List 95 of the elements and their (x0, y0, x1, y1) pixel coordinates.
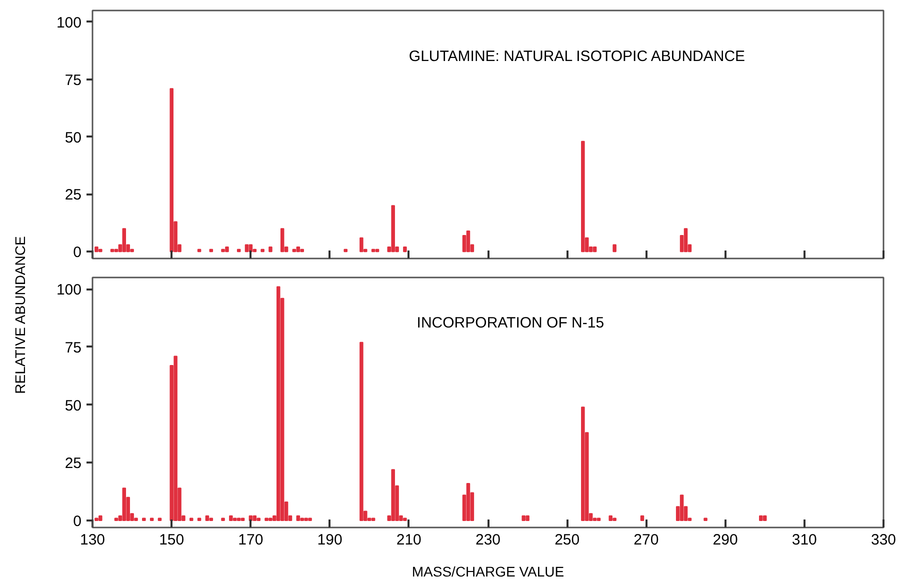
bar (268, 518, 272, 522)
bar (684, 228, 688, 252)
bar (522, 515, 526, 522)
bar (122, 228, 126, 252)
y-tick-label: 100 (56, 14, 82, 32)
bar (142, 518, 146, 522)
y-tick-label: 50 (64, 129, 82, 146)
bar (296, 246, 300, 252)
bar (612, 518, 616, 522)
bar (292, 248, 296, 252)
y-tick-label: 100 (56, 282, 82, 299)
bar (98, 248, 102, 252)
bar (360, 342, 364, 522)
bar (581, 406, 585, 522)
bar (296, 515, 300, 522)
y-tick-label: 75 (64, 72, 82, 89)
text: INCORPORATION OF N-15 (416, 314, 604, 332)
bar (209, 518, 214, 522)
bar (221, 248, 225, 252)
bar (209, 248, 214, 252)
y-tick-label: 25 (64, 186, 82, 204)
bar (592, 246, 597, 252)
bar (466, 483, 470, 522)
bar (189, 518, 194, 522)
x-axis-title: MASS/CHARGE VALUE (412, 564, 564, 580)
bar (244, 244, 249, 252)
x-tick-label: 290 (712, 532, 738, 548)
bar (680, 494, 684, 522)
bar (762, 515, 767, 522)
x-tick-label: 310 (792, 532, 817, 548)
bar (403, 518, 407, 522)
x-tick-label: 210 (396, 532, 422, 548)
y-axis-title: RELATIVE ABUNDANCE (11, 235, 29, 396)
bar (236, 248, 241, 252)
bar (221, 518, 225, 522)
x-tick-label: 250 (554, 532, 580, 548)
bar (596, 518, 601, 522)
x-tick-label: 130 (80, 532, 106, 548)
x-tick-label: 330 (870, 532, 896, 548)
bar (94, 518, 98, 522)
bar (205, 515, 210, 522)
bar (197, 248, 202, 252)
bar (236, 518, 241, 522)
bar (158, 518, 162, 522)
bar (229, 515, 233, 522)
y-tick-label: 75 (64, 339, 82, 356)
bar (252, 515, 257, 522)
bar (526, 515, 530, 522)
bar (114, 518, 118, 522)
bar (371, 248, 376, 252)
bar (197, 518, 202, 522)
bar (174, 356, 178, 522)
x-tick-label: 230 (475, 532, 501, 548)
bar (122, 488, 126, 522)
bar (581, 140, 585, 252)
bar (260, 248, 264, 252)
bar (304, 518, 308, 522)
x-tick-label: 170 (238, 532, 264, 548)
bar (264, 518, 268, 522)
bar (280, 228, 284, 252)
bar (375, 248, 380, 252)
bar (612, 244, 616, 252)
bar (225, 246, 229, 252)
bar (391, 205, 395, 252)
bar (759, 515, 763, 522)
bar (403, 246, 407, 252)
bar (391, 469, 395, 522)
bar (256, 518, 260, 522)
bar (150, 518, 154, 522)
y-tick-label: 0 (73, 513, 82, 530)
bar (300, 248, 304, 252)
bar (276, 286, 280, 522)
bar (240, 518, 245, 522)
bar (268, 246, 272, 252)
bar (608, 515, 612, 522)
bar (98, 515, 102, 522)
text: GLUTAMINE: NATURAL ISOTOPIC ABUNDANCE (408, 48, 746, 66)
y-tick-label: 50 (64, 397, 82, 414)
bar (360, 237, 364, 252)
bar (308, 518, 312, 522)
x-tick-label: 270 (634, 532, 659, 548)
bar (232, 518, 237, 522)
bar (640, 515, 644, 522)
bar (300, 518, 304, 522)
bar (344, 248, 348, 252)
x-tick-label: 150 (159, 532, 184, 548)
y-tick-label: 25 (64, 455, 82, 472)
y-tick-label: 0 (73, 244, 82, 262)
bar (94, 246, 98, 252)
bar (371, 518, 376, 522)
bar (466, 230, 470, 252)
bar (704, 518, 708, 522)
bar (110, 248, 114, 252)
bar (170, 88, 174, 252)
x-tick-label: 190 (317, 532, 342, 548)
